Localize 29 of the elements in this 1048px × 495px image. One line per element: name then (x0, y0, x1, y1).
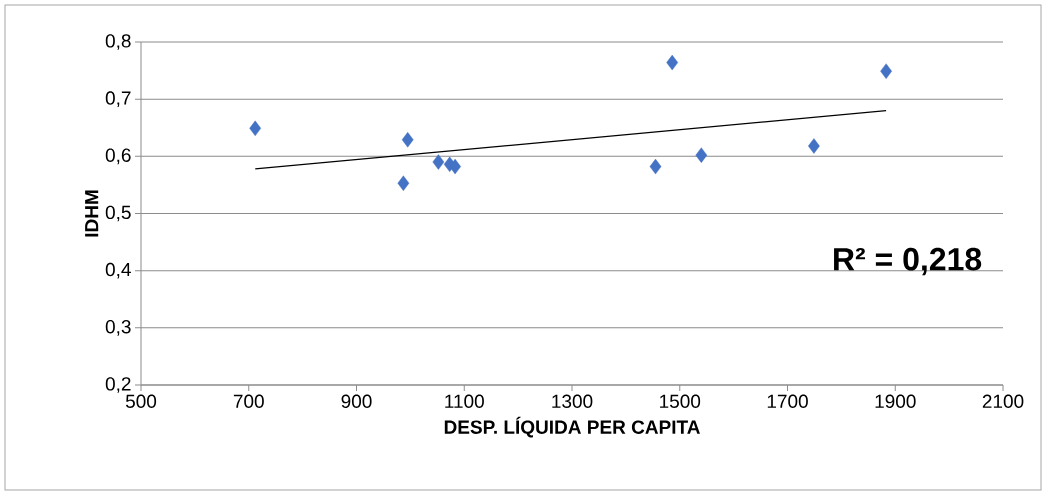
point (880, 63, 892, 79)
y-tick-label: 0,7 (105, 91, 131, 108)
y-tick-label: 0,2 (105, 377, 131, 393)
y-tick-label: 0,6 (105, 148, 131, 165)
x-tick-label: 2100 (982, 394, 1024, 408)
y-tick-label: 0,8 (105, 34, 131, 50)
point (695, 147, 708, 163)
y-axis-title: IDHM (85, 190, 99, 237)
point (449, 158, 461, 175)
x-tick-label: 500 (125, 394, 157, 408)
point (397, 175, 410, 191)
y-tick-label: 0,5 (105, 205, 131, 222)
y-tick-label: 0,4 (105, 262, 131, 279)
point (432, 154, 445, 170)
point (649, 158, 662, 175)
y-tick-label: 0,3 (105, 319, 131, 336)
point (249, 120, 262, 137)
point (401, 132, 414, 148)
point (808, 138, 820, 154)
x-tick-label: 1900 (875, 394, 916, 408)
x-axis-title: DESP. LÍQUIDA PER CAPITA (444, 416, 700, 438)
x-tick-label: 900 (341, 394, 372, 408)
point (666, 54, 679, 71)
x-tick-label: 700 (233, 394, 264, 408)
x-tick-label: 1300 (552, 394, 593, 408)
annotation: R² = 0,218 (834, 247, 982, 276)
x-tick-label: 1100 (445, 394, 484, 408)
x-tick-label: 1700 (767, 394, 808, 408)
x-tick-label: 1500 (660, 394, 701, 408)
